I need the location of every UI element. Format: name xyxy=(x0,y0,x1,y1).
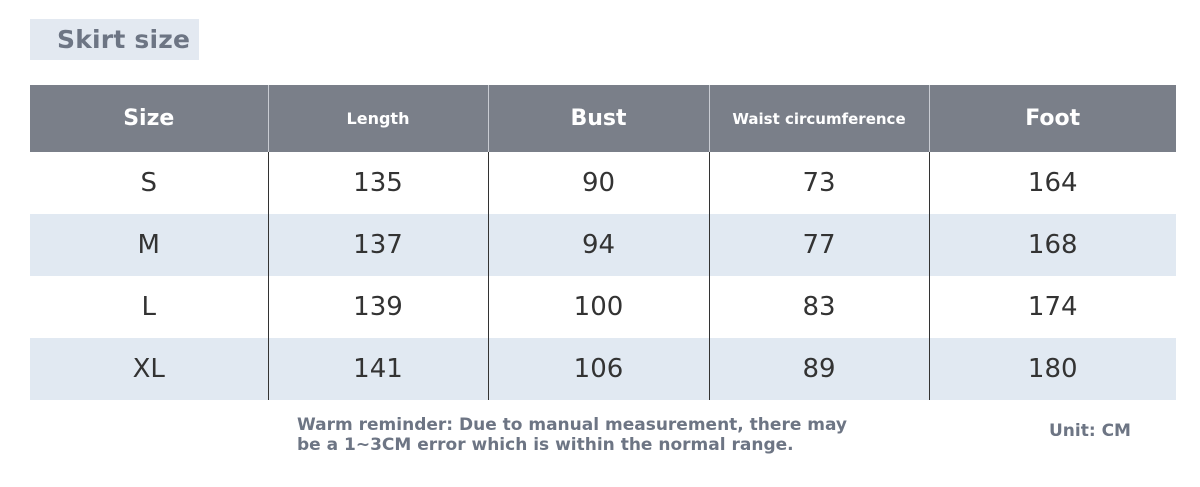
table-cell-length: 137 xyxy=(267,214,488,276)
table-cell-length: 139 xyxy=(267,276,488,338)
table-cell-bust: 106 xyxy=(487,338,709,400)
table-cell-waist: 83 xyxy=(708,276,929,338)
table-cell-length: 135 xyxy=(267,152,488,214)
table-cell-bust: 90 xyxy=(487,152,709,214)
note-line-2: be a 1~3CM error which is within the nor… xyxy=(297,435,794,455)
column-header-length: Length xyxy=(267,85,488,152)
title-box: Skirt size xyxy=(30,19,199,60)
size-table: Size Length Bust Waist circumference Foo… xyxy=(30,85,1176,400)
column-header-waist: Waist circumference xyxy=(708,85,929,152)
table-cell-size: XL xyxy=(30,338,268,400)
table-row: M 137 94 77 168 xyxy=(30,214,1176,276)
table-cell-size: M xyxy=(30,214,268,276)
table-cell-foot: 168 xyxy=(928,214,1176,276)
table-cell-waist: 73 xyxy=(708,152,929,214)
table-cell-waist: 89 xyxy=(708,338,929,400)
unit-label: Unit: CM xyxy=(1049,421,1131,441)
table-cell-length: 141 xyxy=(267,338,488,400)
column-header-size: Size xyxy=(30,85,268,152)
table-cell-size: L xyxy=(30,276,268,338)
table-cell-size: S xyxy=(30,152,268,214)
column-header-bust: Bust xyxy=(487,85,709,152)
table-cell-waist: 77 xyxy=(708,214,929,276)
warm-reminder-note: Warm reminder: Due to manual measurement… xyxy=(297,415,867,455)
table-cell-bust: 100 xyxy=(487,276,709,338)
table-row: S 135 90 73 164 xyxy=(30,152,1176,214)
page-title: Skirt size xyxy=(57,25,191,54)
table-cell-foot: 174 xyxy=(928,276,1176,338)
column-header-foot: Foot xyxy=(928,85,1176,152)
table-row: L 139 100 83 174 xyxy=(30,276,1176,338)
table-row: XL 141 106 89 180 xyxy=(30,338,1176,400)
table-cell-bust: 94 xyxy=(487,214,709,276)
table-cell-foot: 180 xyxy=(928,338,1176,400)
table-cell-foot: 164 xyxy=(928,152,1176,214)
table-header-row: Size Length Bust Waist circumference Foo… xyxy=(30,85,1176,152)
note-line-1: Warm reminder: Due to manual measurement… xyxy=(297,415,848,435)
